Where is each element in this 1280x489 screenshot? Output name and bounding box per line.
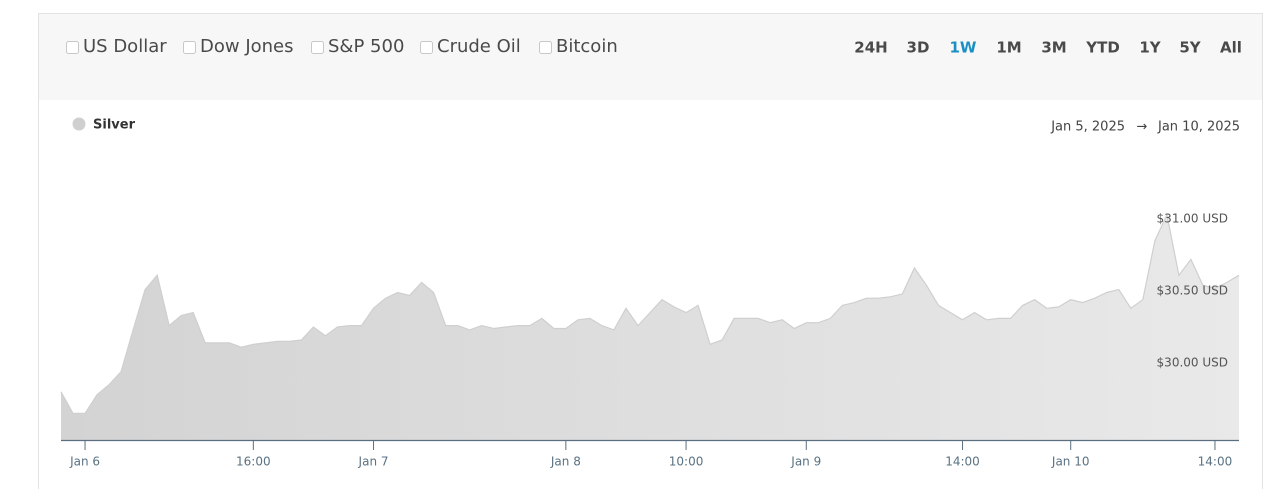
y-tick-label: $30.50 USD — [1157, 284, 1228, 298]
x-tick-label: Jan 10 — [1051, 455, 1090, 469]
date-end: Jan 10, 2025 — [1157, 120, 1240, 135]
compare-label[interactable]: Dow Jones — [200, 36, 294, 57]
compare-label[interactable]: Crude Oil — [437, 36, 521, 57]
area-fill — [61, 214, 1239, 440]
toolbar — [39, 14, 1262, 100]
range-button[interactable]: 5Y — [1179, 39, 1201, 57]
checkbox[interactable] — [311, 41, 324, 54]
range-button[interactable]: 24H — [854, 39, 887, 57]
compare-label[interactable]: US Dollar — [83, 36, 167, 57]
range-button[interactable]: 1M — [996, 39, 1021, 57]
x-tick-label: 14:00 — [945, 455, 980, 469]
date-arrow: → — [1137, 120, 1148, 135]
range-button[interactable]: All — [1220, 39, 1242, 57]
date-start: Jan 5, 2025 — [1050, 120, 1125, 135]
x-tick-label: Jan 7 — [358, 455, 389, 469]
x-tick-label: 16:00 — [236, 455, 271, 469]
y-tick-label: $31.00 USD — [1157, 212, 1228, 226]
range-button[interactable]: 3M — [1041, 39, 1066, 57]
compare-label[interactable]: S&P 500 — [328, 36, 404, 57]
range-button[interactable]: 3D — [907, 39, 930, 57]
area-line — [60, 212, 1240, 414]
range-button[interactable]: 1Y — [1139, 39, 1161, 57]
x-tick-label: Jan 8 — [550, 455, 581, 469]
checkbox[interactable] — [539, 41, 552, 54]
x-tick-label: Jan 6 — [69, 455, 100, 469]
checkbox[interactable] — [420, 41, 433, 54]
legend-label: Silver — [93, 118, 136, 133]
x-tick-label: 14:00 — [1198, 455, 1233, 469]
y-tick-label: $30.00 USD — [1157, 356, 1228, 370]
x-tick-label: 10:00 — [669, 455, 704, 469]
compare-label[interactable]: Bitcoin — [556, 36, 618, 57]
checkbox[interactable] — [183, 41, 196, 54]
legend-dot — [72, 117, 86, 131]
range-button[interactable]: 1W — [950, 39, 977, 57]
x-tick-label: Jan 9 — [790, 455, 821, 469]
range-button[interactable]: YTD — [1085, 39, 1120, 57]
checkbox[interactable] — [66, 41, 79, 54]
